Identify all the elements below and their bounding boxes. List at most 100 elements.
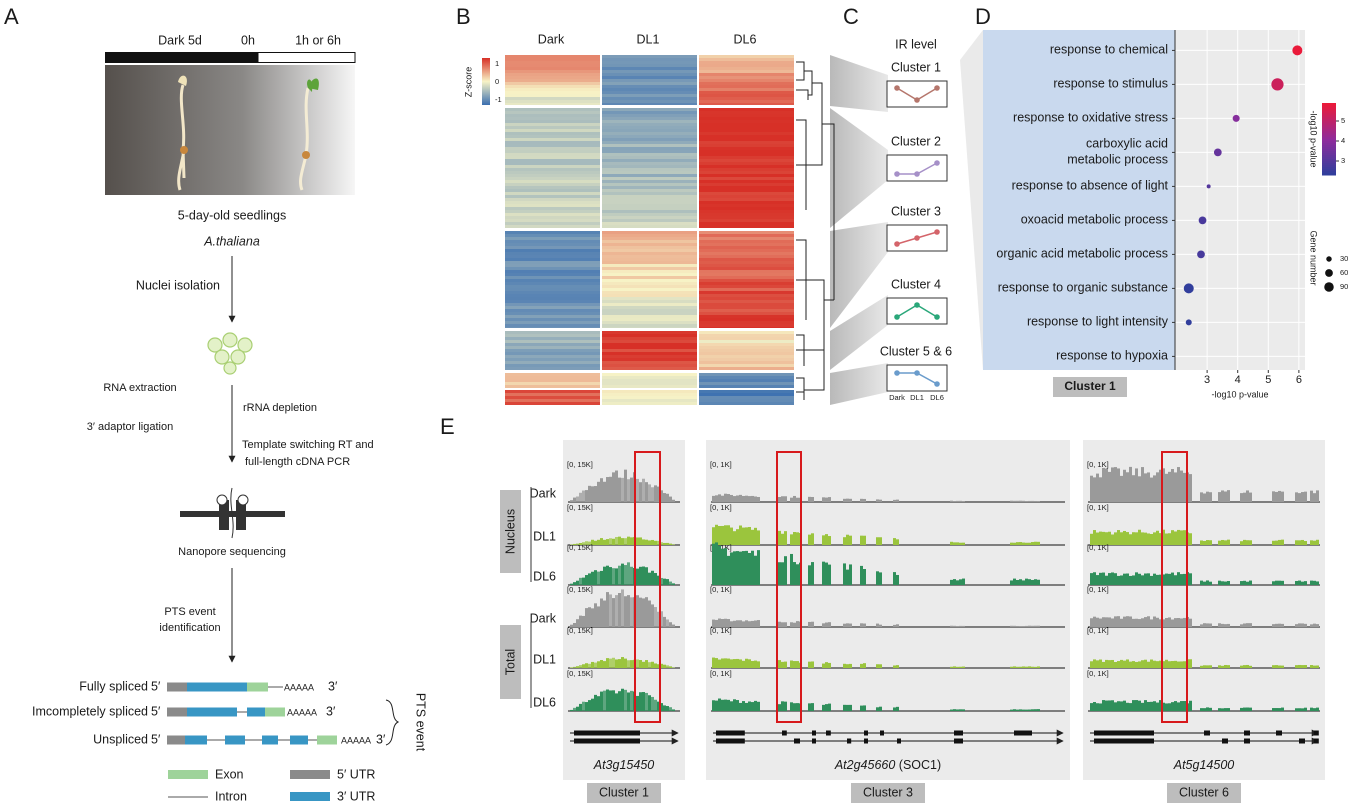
heat-cell xyxy=(699,346,794,349)
coverage-bar xyxy=(615,470,618,502)
coverage-bar xyxy=(793,703,796,711)
coverage-bar xyxy=(825,622,828,627)
heat-cell xyxy=(699,276,794,279)
heat-cell xyxy=(505,162,600,165)
coverage-bar xyxy=(579,703,582,711)
coverage-bar xyxy=(1174,472,1177,502)
colorbar-cell xyxy=(1322,103,1336,106)
coverage-bar xyxy=(1189,474,1192,502)
coverage-bar xyxy=(636,478,639,502)
coverage-bar xyxy=(721,495,724,502)
coverage-bar xyxy=(724,699,727,711)
coverage-bar xyxy=(962,578,965,585)
coverage-bar xyxy=(828,536,831,545)
coverage-bar xyxy=(1295,708,1298,711)
pts-event-label: PTS event xyxy=(414,693,428,752)
coverage-bar xyxy=(742,495,745,502)
cluster-box xyxy=(587,783,661,803)
heat-cell xyxy=(699,216,794,219)
colorbar-cell xyxy=(1322,149,1336,152)
coverage-bar xyxy=(1120,659,1123,668)
coverage-bar xyxy=(1093,530,1096,545)
coverage-bar xyxy=(843,498,846,502)
coverage-bar xyxy=(1298,664,1301,668)
coverage-bar xyxy=(811,496,814,502)
heat-cell xyxy=(505,58,600,61)
coverage-bar xyxy=(1099,618,1102,627)
coverage-bar xyxy=(1240,581,1243,585)
cluster-box xyxy=(851,783,925,803)
coverage-bar xyxy=(666,579,669,585)
coverage-bar xyxy=(1013,625,1016,627)
coverage-bar xyxy=(627,536,630,545)
coverage-bar xyxy=(1180,661,1183,668)
coverage-bar xyxy=(721,658,724,668)
coverage-bar xyxy=(1141,618,1144,627)
range-label: [0, 15K] xyxy=(567,626,593,635)
heat-cell xyxy=(699,385,794,388)
coverage-bar xyxy=(796,497,799,502)
colorbar-cell xyxy=(1322,105,1336,108)
coverage-bar xyxy=(778,530,781,545)
coverage-bar xyxy=(1132,700,1135,711)
coverage-bar xyxy=(1218,492,1221,502)
coverage-bar xyxy=(1278,623,1281,627)
coverage-bar xyxy=(1105,575,1108,585)
cluster-label: Cluster 5 & 6 xyxy=(880,344,952,358)
coverage-bar xyxy=(1013,666,1016,668)
coverage-bar xyxy=(790,622,793,627)
coverage-bar xyxy=(727,555,730,585)
heat-cell xyxy=(505,132,600,135)
coverage-bar xyxy=(727,658,730,668)
coverage-bar xyxy=(1129,534,1132,545)
colorbar-cell xyxy=(1322,139,1336,142)
coverage-bar xyxy=(1206,623,1209,627)
coverage-bar xyxy=(1022,542,1025,545)
heat-cell xyxy=(699,70,794,73)
heat-cell xyxy=(505,252,600,255)
y-tick-label: response to chemical xyxy=(1050,43,1168,57)
coverage-bar xyxy=(1224,540,1227,545)
coverage-bar xyxy=(597,606,600,627)
colorbar-cell xyxy=(1322,159,1336,162)
heat-cell xyxy=(699,159,794,162)
coverage-bar xyxy=(648,572,651,585)
coverage-bar xyxy=(1275,623,1278,627)
heat-cell xyxy=(602,183,697,186)
heat-cell xyxy=(602,282,697,285)
coverage-bar xyxy=(594,486,597,502)
coverage-bar xyxy=(609,476,612,502)
coverage-bar xyxy=(950,541,953,545)
coverage-bar xyxy=(576,580,579,585)
coverage-bar xyxy=(1249,623,1252,627)
heat-cell xyxy=(602,288,697,291)
panel-letter: B xyxy=(456,4,471,29)
coverage-bar xyxy=(600,660,603,668)
coverage-bar xyxy=(1246,707,1249,711)
coverage-bar xyxy=(570,709,573,711)
coverage-bar xyxy=(1037,625,1040,627)
coverage-bar xyxy=(642,692,645,711)
coverage-bar xyxy=(645,539,648,545)
coverage-bar xyxy=(825,534,828,545)
coverage-bar xyxy=(1281,623,1284,627)
coverage-bar xyxy=(876,664,879,668)
colorbar-cell xyxy=(1322,153,1336,156)
coverage-bar xyxy=(1162,529,1165,545)
coverage-bar xyxy=(1019,666,1022,668)
coverage-bar xyxy=(1209,581,1212,585)
coverage-bar xyxy=(896,706,899,711)
segment xyxy=(185,735,207,745)
coverage-bar xyxy=(1108,617,1111,627)
segment xyxy=(290,735,308,745)
coverage-bar xyxy=(1227,581,1230,585)
heat-cell xyxy=(699,120,794,123)
heat-cell xyxy=(505,177,600,180)
coverage-bar xyxy=(624,689,627,711)
coverage-bar xyxy=(876,537,879,545)
heat-cell xyxy=(602,114,697,117)
coverage-bar xyxy=(811,533,814,545)
group-box xyxy=(500,490,521,573)
coverage-bar xyxy=(781,533,784,545)
coverage-bar xyxy=(754,700,757,711)
